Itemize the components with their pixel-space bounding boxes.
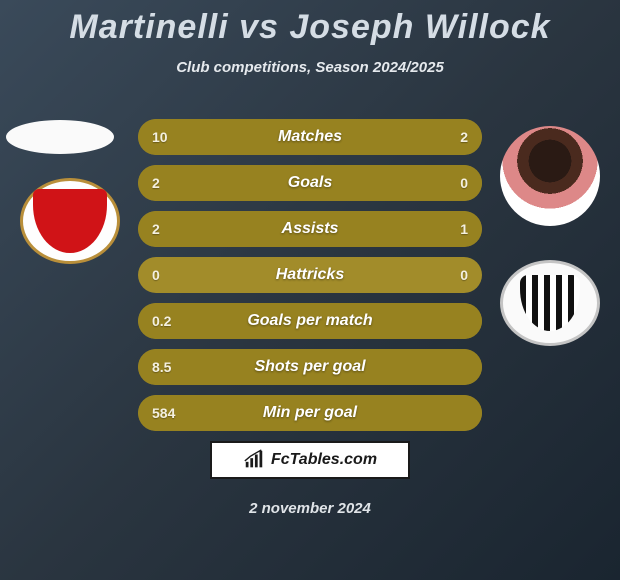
stat-value-right: 0 [460, 267, 468, 283]
stat-label: Assists [282, 220, 339, 238]
brand-box: FcTables.com [210, 441, 410, 479]
stat-row: 2 Assists 1 [138, 211, 482, 247]
stat-label: Matches [278, 128, 342, 146]
left-player-placeholder [6, 120, 114, 154]
stat-row: 10 Matches 2 [138, 119, 482, 155]
stat-value-right: 0 [460, 175, 468, 191]
stats-container: 10Matches22Goals02Assists10Hattricks00.2… [138, 119, 482, 441]
stat-value-right: 1 [460, 221, 468, 237]
stat-value-left: 0.2 [152, 313, 171, 329]
chart-icon [243, 449, 265, 471]
stat-row: 0.2 Goals per match [138, 303, 482, 339]
stat-row: 2 Goals 0 [138, 165, 482, 201]
club-badge-left [20, 178, 120, 264]
stat-fill-left [138, 119, 413, 155]
stat-value-left: 8.5 [152, 359, 171, 375]
stat-label: Goals [288, 174, 332, 192]
stat-label: Shots per goal [254, 358, 365, 376]
stat-fill-right [413, 119, 482, 155]
right-player-portrait [500, 126, 600, 226]
subtitle: Club competitions, Season 2024/2025 [0, 59, 620, 76]
stat-label: Min per goal [263, 404, 357, 422]
date-text: 2 november 2024 [0, 500, 620, 517]
stat-value-left: 10 [152, 129, 168, 145]
page-title: Martinelli vs Joseph Willock [0, 0, 620, 47]
stat-row: 0 Hattricks 0 [138, 257, 482, 293]
stat-label: Hattricks [276, 266, 344, 284]
brand-text: FcTables.com [271, 451, 377, 469]
stat-value-right: 2 [460, 129, 468, 145]
stat-row: 8.5 Shots per goal [138, 349, 482, 385]
stat-label: Goals per match [247, 312, 372, 330]
stat-row: 584 Min per goal [138, 395, 482, 431]
stat-value-left: 2 [152, 175, 160, 191]
club-badge-right [500, 260, 600, 346]
stat-value-left: 0 [152, 267, 160, 283]
stat-value-left: 584 [152, 405, 175, 421]
stat-value-left: 2 [152, 221, 160, 237]
